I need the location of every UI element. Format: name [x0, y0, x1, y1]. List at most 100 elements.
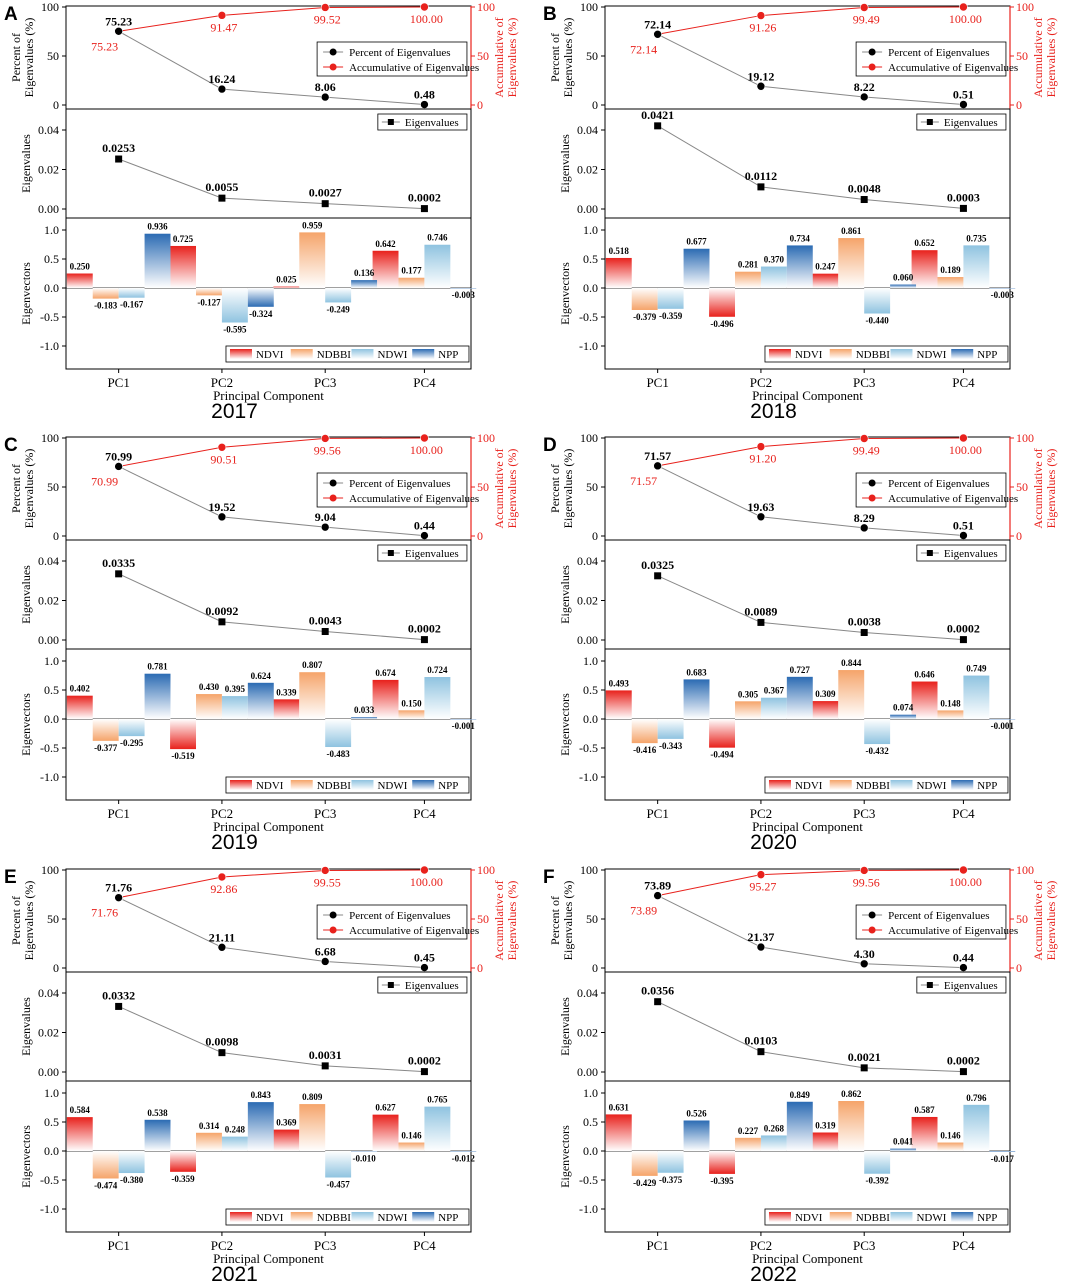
bar-ndvi: [170, 245, 197, 288]
legend-eigen-swatch: [926, 550, 933, 556]
bot-tick-label: -1.0: [40, 1202, 59, 1216]
bar-ndwi: [864, 719, 891, 745]
mid-tick-label: 0.02: [38, 1026, 59, 1040]
bar-label-npp: 0.734: [790, 233, 811, 243]
bar-ndvi: [605, 1114, 632, 1151]
year-label: 2017: [211, 400, 258, 423]
eigenvalue-label: 0.0021: [848, 1050, 881, 1064]
bar-ndbbi: [838, 238, 865, 288]
legend-ndwi-swatch: [890, 349, 913, 359]
year-label: 2020: [750, 831, 797, 854]
eigenvalue-label: 0.0055: [205, 180, 238, 194]
percent-label: 0.44: [414, 519, 435, 533]
legend-accumulative-label: Accumulative of Eigenvalues: [888, 493, 1018, 505]
bar-ndvi: [66, 273, 93, 288]
bar-ndbbi: [937, 1142, 964, 1151]
legend-eigen-label: Eigenvalues: [405, 980, 459, 992]
legend-npp-label: NPP: [977, 1212, 997, 1224]
top-right-tick-label: 0: [477, 529, 483, 543]
top-left-tick-label: 100: [580, 863, 598, 877]
bar-label-ndwi: 0.746: [427, 233, 448, 243]
top-ylabel-left: Percent ofEigenvalues (%): [548, 18, 575, 98]
eigenvalue-label: 0.0098: [205, 1035, 238, 1049]
accumulative-label: 99.56: [853, 875, 880, 889]
bar-npp: [989, 1151, 1016, 1152]
bar-label-ndwi: -0.595: [223, 325, 247, 335]
legend-ndbbi-label: NDBBI: [856, 349, 891, 361]
bar-label-ndvi: 0.309: [815, 689, 836, 699]
series-legend: NDVI NDBBI NDWI NPP: [225, 345, 470, 363]
eigenvalue-label: 0.0356: [641, 984, 674, 998]
bar-label-ndwi: 0.248: [225, 1125, 246, 1135]
bar-label-ndwi: 0.367: [764, 686, 785, 696]
series-legend: NDVI NDBBI NDWI NPP: [764, 776, 1009, 794]
bot-tick-label: -1.0: [40, 339, 59, 353]
mid-legend: Eigenvalues: [916, 544, 1007, 562]
mid-tick-label: 0.04: [577, 554, 598, 568]
eigenvalue-point: [218, 1049, 226, 1057]
bar-label-ndbbi: -0.377: [94, 743, 118, 753]
accumulative-label: 75.23: [91, 39, 118, 53]
legend-accumulative-swatch: [329, 494, 337, 502]
bar-label-ndvi: 0.587: [914, 1105, 935, 1115]
bar-label-ndvi: 0.646: [914, 670, 935, 680]
legend-accumulative-label: Accumulative of Eigenvalues: [888, 62, 1018, 74]
accumulative-label: 71.76: [91, 906, 118, 920]
x-tick-label: PC1: [646, 806, 668, 821]
bar-label-ndbbi: 0.862: [841, 1089, 862, 1099]
legend-ndvi-label: NDVI: [795, 780, 823, 792]
bar-label-npp: 0.538: [147, 1108, 168, 1118]
bar-ndbbi: [398, 710, 425, 719]
top-right-tick-label: 100: [477, 0, 495, 14]
legend-percent-swatch: [329, 48, 337, 56]
top-legend-box: [855, 41, 1007, 77]
bar-label-ndwi: -0.432: [866, 746, 890, 756]
legend-accumulative-swatch: [329, 926, 337, 934]
bot-tick-label: -1.0: [40, 770, 59, 784]
percent-label: 19.63: [747, 500, 774, 514]
top-legend: Percent of Eigenvalues Accumulative of Ei…: [855, 904, 1018, 940]
accumulative-label: 73.89: [630, 904, 657, 918]
bar-ndvi: [812, 1132, 839, 1151]
mid-ylabel: Eigenvalues: [558, 997, 572, 1056]
percent-point: [959, 100, 968, 109]
top-legend-box: [855, 472, 1007, 508]
legend-ndbbi-label: NDBBI: [317, 349, 352, 361]
bar-label-ndvi: 0.725: [173, 234, 194, 244]
mid-ylabel: Eigenvalues: [558, 134, 572, 193]
mid-legend: Eigenvalues: [916, 976, 1007, 994]
legend-ndwi-swatch: [890, 780, 913, 790]
top-right-tick-label: 50: [477, 912, 489, 926]
bar-npp: [450, 288, 477, 289]
accumulative-point: [217, 11, 227, 20]
percent-label: 0.45: [414, 951, 435, 965]
mid-ylabel: Eigenvalues: [19, 997, 33, 1056]
bar-label-ndbbi: 0.281: [738, 260, 759, 270]
mid-tick-label: 0.00: [577, 1065, 598, 1079]
percent-point: [959, 963, 968, 972]
bot-ylabel: Eigenvectors: [19, 262, 33, 325]
top-legend: Percent of Eigenvalues Accumulative of Ei…: [316, 41, 479, 77]
bar-ndbbi: [735, 271, 761, 288]
bar-label-ndvi: -0.359: [171, 1174, 195, 1184]
percent-label: 8.22: [854, 80, 875, 94]
top-ylabel-left: Percent ofEigenvalues (%): [548, 881, 575, 961]
legend-ndvi-label: NDVI: [256, 1212, 284, 1224]
bot-tick-label: 0.5: [583, 1115, 598, 1129]
percent-label: 75.23: [105, 14, 132, 28]
top-right-tick-label: 0: [477, 98, 483, 112]
x-axis-label: Principal Component: [213, 388, 324, 403]
bar-label-npp: 0.781: [147, 662, 168, 672]
bar-label-ndwi: 0.796: [966, 1093, 987, 1103]
bar-label-ndwi: -0.295: [120, 738, 144, 748]
top-right-tick-label: 0: [1016, 98, 1022, 112]
top-right-tick-label: 100: [1016, 431, 1034, 445]
bar-label-npp: 0.526: [686, 1108, 707, 1118]
bar-ndbbi: [937, 277, 964, 288]
legend-npp-label: NPP: [977, 780, 997, 792]
bot-tick-label: -0.5: [579, 310, 598, 324]
eigenvalue-point: [860, 196, 868, 204]
bar-label-npp: -0.003: [452, 290, 476, 300]
legend-ndvi-swatch: [768, 349, 791, 359]
bar-label-ndvi: 0.493: [609, 678, 630, 688]
